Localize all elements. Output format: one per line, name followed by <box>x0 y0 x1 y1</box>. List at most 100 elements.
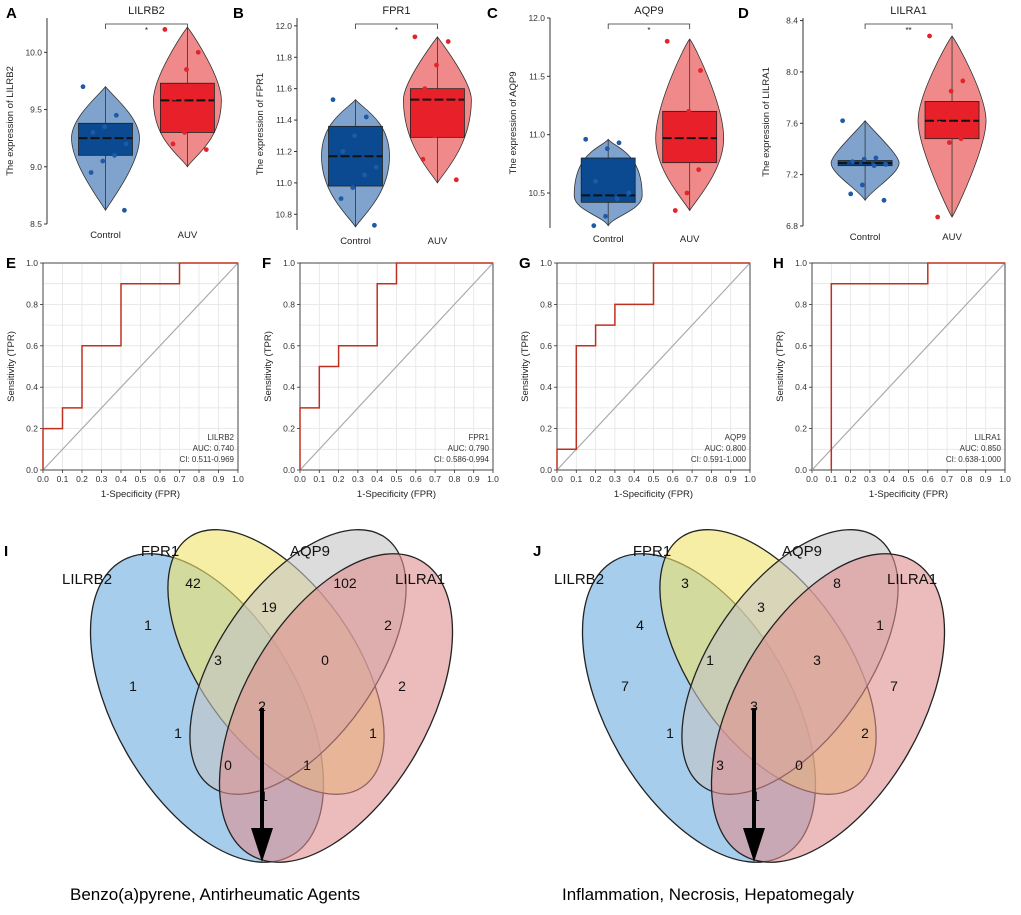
venn-set-lilra1 <box>710 553 946 863</box>
x-tick-label: 0.1 <box>570 474 582 484</box>
roc-gene-label: LILRA1 <box>974 433 1001 442</box>
data-point <box>100 158 106 164</box>
y-axis-label: The expression of AQP9 <box>508 72 519 175</box>
y-axis-label: The expression of LILRA1 <box>761 67 772 177</box>
y-tick-label: 10.8 <box>275 209 292 219</box>
y-tick-label: 0.2 <box>283 424 295 434</box>
x-tick-label: 0.2 <box>333 474 345 484</box>
roc-auc-label: AUC: 0.740 <box>193 444 235 453</box>
data-point <box>90 130 96 135</box>
y-tick-label: 0.4 <box>26 382 38 392</box>
data-point <box>698 68 703 73</box>
data-point <box>113 112 119 118</box>
y-tick-label: 9.5 <box>30 105 42 115</box>
venn-count-fl: 1 <box>369 725 377 741</box>
y-tick-label: 0.6 <box>795 341 807 351</box>
roc-ci-label: CI: 0.586-0.994 <box>434 455 490 464</box>
venn-set-label: FPR1 <box>633 543 671 560</box>
y-axis-label: The expression of LILRB2 <box>5 66 16 176</box>
x-tick-label: 0.9 <box>725 474 737 484</box>
x-axis-label: 1-Specificity (FPR) <box>869 489 948 500</box>
y-tick-label: 10.0 <box>25 47 42 57</box>
data-point <box>88 170 94 175</box>
x-tick-label: 0.3 <box>352 474 364 484</box>
roc-panel-e: E 0.00.0 0.1 0.2 0.2 0.3 0.4 0.4 0.5 0.6 0.6 0.7 0.8… <box>6 255 244 500</box>
roc-curve <box>299 262 493 470</box>
data-point <box>664 38 670 44</box>
data-point <box>937 120 942 126</box>
data-point <box>194 124 199 130</box>
x-tick-label: 0.2 <box>590 474 602 484</box>
data-point <box>195 49 201 55</box>
box-iqr <box>662 110 718 164</box>
venn-count-bl: 3 <box>716 757 724 773</box>
y-tick-label: 11.0 <box>276 178 292 188</box>
data-point <box>603 213 608 219</box>
venn-panel-i: I LILRB2 FPR1 AQP9 LILRA1 42 102 1 19 2 1 3 0 2 1 2 1 0 1 1… <box>4 529 454 904</box>
data-point <box>80 84 86 90</box>
x-tick-label: 0.7 <box>686 474 698 484</box>
data-point <box>696 167 702 173</box>
data-point <box>958 136 964 142</box>
data-point <box>614 196 620 202</box>
significance-label: * <box>145 26 148 35</box>
data-point <box>927 33 932 39</box>
category-label: AUV <box>680 234 700 245</box>
x-tick-label: 0.7 <box>429 474 441 484</box>
x-tick-label: 0.5 <box>135 474 147 484</box>
data-point <box>182 130 188 135</box>
panel-title: AQP9 <box>634 5 663 17</box>
venn-count-q-only: 102 <box>333 575 357 591</box>
y-tick-label: 1.0 <box>26 258 38 268</box>
data-point <box>330 97 336 103</box>
reference-diagonal <box>299 262 494 471</box>
panel-label: H <box>773 255 784 272</box>
panel-label: G <box>519 255 531 272</box>
x-tick-label: 0.1 <box>825 474 837 484</box>
x-tick-label: 0.0 <box>37 474 49 484</box>
category-label: Control <box>340 236 371 247</box>
data-point <box>122 207 127 213</box>
data-point <box>184 67 189 72</box>
x-tick-label: 0.1 <box>57 474 69 484</box>
data-point <box>420 156 426 162</box>
venn-set-label: FPR1 <box>141 543 179 560</box>
y-tick-label: 11.5 <box>529 71 545 81</box>
data-point <box>707 143 713 149</box>
data-point <box>935 214 941 220</box>
data-point <box>445 39 451 44</box>
box-violin-row: A 8.5 9.0 9.5 10.0 The expression of LILRB2 LI… <box>5 5 987 247</box>
x-tick-label: 0.6 <box>154 474 166 484</box>
x-tick-label: 0.2 <box>76 474 88 484</box>
data-point <box>123 141 129 147</box>
venn-count-fq: 3 <box>757 599 765 615</box>
venn-count-fql: 0 <box>321 652 329 668</box>
data-point <box>948 88 954 94</box>
roc-gene-label: AQP9 <box>725 433 747 442</box>
venn-count-ql: 1 <box>876 617 884 633</box>
venn-set-label: AQP9 <box>782 543 822 560</box>
x-tick-label: 0.5 <box>391 474 403 484</box>
data-point <box>422 86 428 92</box>
box-panel-c: C 10.5 11.0 11.5 12.0 The expression of AQP9 A… <box>487 5 725 245</box>
y-axis-label: The expression of FPR1 <box>255 73 266 175</box>
x-tick-label: 0.0 <box>294 474 306 484</box>
x-tick-label: 0.7 <box>174 474 186 484</box>
venn-set-lilra1 <box>218 553 454 863</box>
data-point <box>338 196 344 201</box>
venn-set-label: LILRA1 <box>395 571 445 588</box>
y-tick-label: 1.0 <box>283 258 295 268</box>
venn-count-fql: 3 <box>813 652 821 668</box>
panel-label: E <box>6 255 16 272</box>
venn-count-l-only: 7 <box>890 678 898 694</box>
x-tick-label: 0.8 <box>448 474 460 484</box>
venn-count-bfl: 1 <box>752 788 760 804</box>
y-tick-label: 11.6 <box>276 84 292 94</box>
x-tick-label: 0.8 <box>960 474 972 484</box>
x-tick-label: 0.8 <box>193 474 205 484</box>
significance-bracket <box>864 23 953 29</box>
venn-set-label: AQP9 <box>290 543 330 560</box>
x-tick-label: 0.3 <box>609 474 621 484</box>
y-tick-label: 0.6 <box>26 341 38 351</box>
reference-diagonal <box>811 262 1006 471</box>
